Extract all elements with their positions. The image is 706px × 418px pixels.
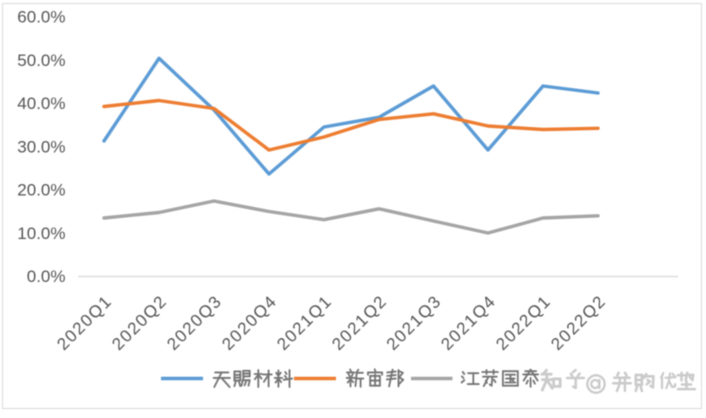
svg-text:40.0%: 40.0% <box>17 94 65 113</box>
svg-text:60.0%: 60.0% <box>17 8 65 27</box>
svg-text:50.0%: 50.0% <box>17 51 65 70</box>
svg-text:0.0%: 0.0% <box>27 267 66 286</box>
svg-text:30.0%: 30.0% <box>17 137 65 156</box>
svg-text:10.0%: 10.0% <box>17 224 65 243</box>
svg-text:20.0%: 20.0% <box>17 181 65 200</box>
